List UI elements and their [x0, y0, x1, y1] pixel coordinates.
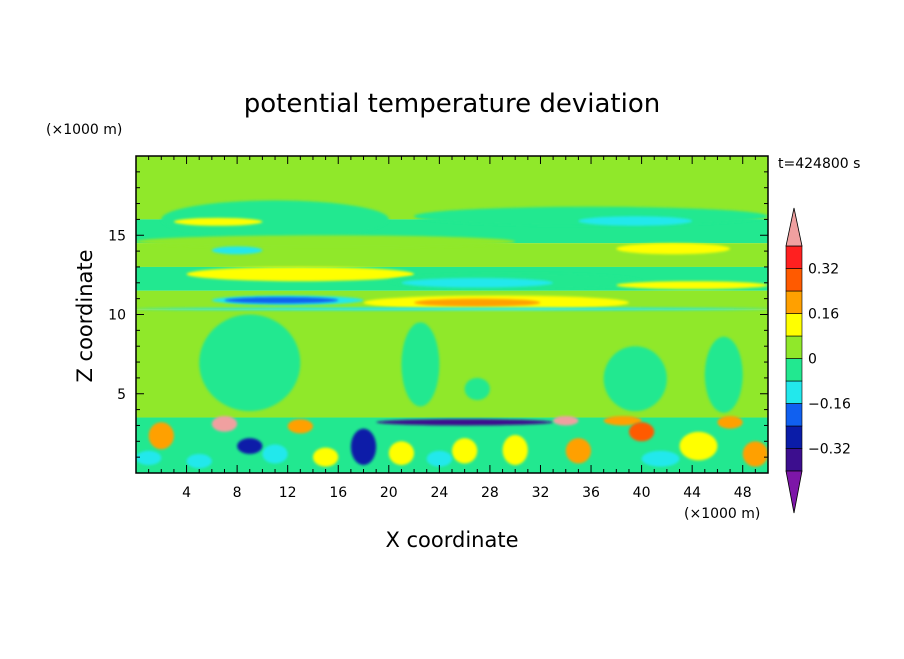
x-tick-label: 16	[329, 485, 347, 501]
contour-feature-15	[136, 307, 768, 311]
contour-feature-32	[565, 438, 592, 464]
time-label: t=424800 s	[778, 156, 860, 172]
contour-feature-18	[464, 377, 490, 401]
colorbar-label: 0.32	[808, 262, 839, 278]
contour-feature-6	[616, 243, 731, 255]
contour-feature-36	[717, 415, 743, 429]
contour-feature-41	[641, 450, 680, 467]
contour-feature-23	[350, 428, 377, 466]
contour-feature-30	[502, 434, 528, 466]
contour-feature-25	[211, 415, 238, 432]
contour-feature-39	[262, 444, 288, 464]
contour-feature-0	[161, 200, 389, 239]
y-axis-label: Z coordinate	[73, 249, 97, 382]
contour-band-2	[136, 243, 768, 267]
contour-feature-42	[136, 450, 162, 466]
x-axis-label: X coordinate	[385, 528, 518, 552]
contour-feature-27	[312, 447, 339, 467]
colorbar-segment	[785, 358, 803, 382]
contour-feature-22	[237, 438, 263, 454]
x-tick-label: 12	[279, 485, 297, 501]
y-tick-label: 5	[117, 387, 126, 403]
y-unit-label: (×1000 m)	[46, 122, 122, 138]
colorbar-segment	[785, 290, 803, 314]
contour-feature-2	[173, 217, 263, 226]
contour-feature-24	[148, 422, 174, 450]
x-tick-label: 40	[633, 485, 651, 501]
contour-feature-21	[376, 419, 554, 426]
contour-feature-38	[186, 453, 212, 469]
contour-feature-10	[616, 281, 768, 290]
colorbar-top-arrow	[785, 207, 803, 247]
x-tick-label: 44	[683, 485, 701, 501]
contour-field	[136, 156, 768, 473]
contour-feature-37	[742, 441, 768, 467]
contour-feature-28	[388, 441, 415, 466]
contour-feature-35	[679, 431, 718, 461]
y-tick-label: 15	[108, 228, 126, 244]
y-tick-label: 10	[108, 308, 126, 324]
x-tick-label: 24	[430, 485, 448, 501]
x-tick-label: 8	[233, 485, 242, 501]
colorbar-label: 0.16	[808, 307, 839, 323]
colorbar-segment	[785, 448, 803, 472]
contour-feature-4	[136, 235, 516, 248]
contour-feature-9	[401, 278, 554, 288]
colorbar-label: −0.32	[808, 442, 851, 458]
colorbar-segment	[785, 425, 803, 449]
x-tick-label: 48	[734, 485, 752, 501]
contour-feature-40	[426, 450, 452, 467]
contour-feature-16	[199, 314, 301, 412]
colorbar: 0.32 0.16 0 −0.16 −0.32	[785, 207, 851, 514]
contour-feature-33	[603, 415, 642, 426]
colorbar-label: −0.16	[808, 397, 851, 413]
colorbar-segment	[785, 403, 803, 427]
contour-feature-3	[578, 216, 693, 226]
x-tick-label: 28	[481, 485, 499, 501]
contour-feature-5	[211, 246, 263, 255]
contour-feature-20	[704, 336, 743, 413]
contour-feature-12	[224, 297, 339, 304]
contour-feature-26	[287, 419, 313, 434]
colorbar-segment	[785, 268, 803, 292]
x-unit-label: (×1000 m)	[684, 506, 760, 522]
contour-feature-29	[452, 438, 478, 464]
colorbar-segment	[785, 380, 803, 404]
contour-feature-17	[401, 322, 440, 407]
x-tick-label: 4	[182, 485, 191, 501]
x-tick-label: 36	[582, 485, 600, 501]
contour-feature-34	[628, 422, 655, 442]
contour-feature-31	[553, 415, 579, 426]
chart-title: potential temperature deviation	[244, 89, 660, 119]
colorbar-label: 0	[808, 352, 817, 368]
contour-feature-7	[186, 266, 415, 282]
colorbar-segment	[785, 335, 803, 359]
x-tick-label: 20	[380, 485, 398, 501]
colorbar-bottom-arrow	[785, 470, 803, 514]
colorbar-segment	[785, 313, 803, 337]
contour-feature-14	[414, 298, 541, 307]
x-tick-label: 32	[532, 485, 550, 501]
contour-feature-19	[603, 346, 667, 412]
colorbar-segment	[785, 245, 803, 269]
